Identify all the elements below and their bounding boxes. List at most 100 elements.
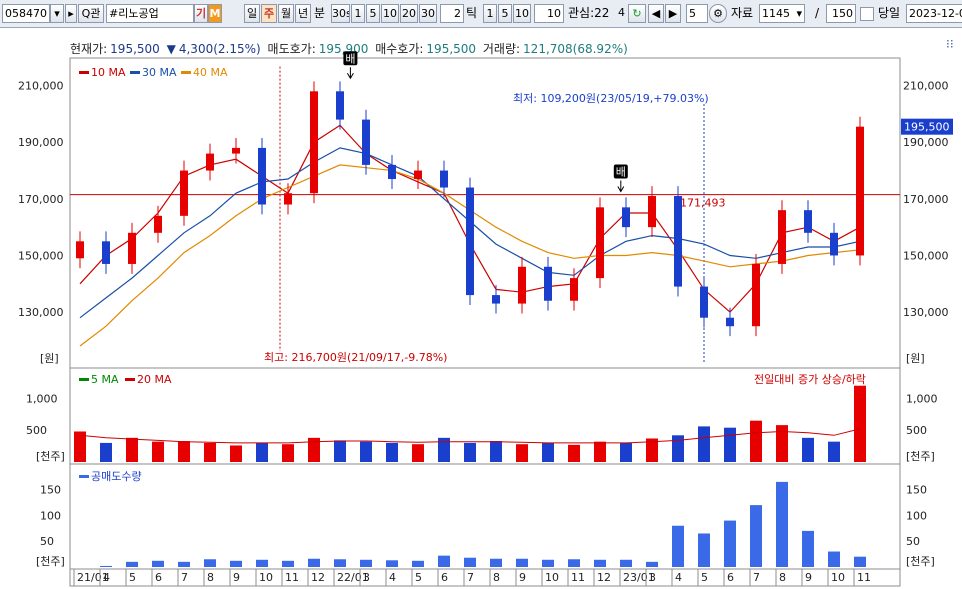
x-axis-label: 7 (753, 571, 760, 584)
volume-bar (360, 441, 372, 462)
sell-signal-text: 배 (345, 52, 355, 65)
candle-body (830, 232, 838, 256)
sell-signal-badge (343, 51, 358, 66)
ma20-swatch (125, 378, 135, 381)
step-input[interactable]: 5 (686, 4, 708, 23)
volume-label: 거래량: (482, 42, 521, 56)
volume-bar (776, 425, 788, 462)
min-30-button[interactable]: 30 (419, 4, 437, 23)
ma10-swatch (79, 71, 89, 74)
x-axis-label: 8 (493, 571, 500, 584)
volume-bar (412, 444, 424, 462)
chevron-down-icon: ▾ (54, 7, 60, 20)
data-total-input[interactable]: 150 (826, 4, 856, 23)
candle-body (648, 196, 656, 228)
ma20-volume-line (79, 428, 861, 444)
stock-chart[interactable]: 210,000 190,000 170,000 150,000 130,000 210,… (0, 28, 962, 589)
period-week-button[interactable]: 주 (261, 4, 277, 23)
candle-body (674, 196, 682, 287)
candle-body (154, 215, 162, 233)
short-tick-left: 100 (40, 509, 61, 522)
x-axis-label: 9 (519, 571, 526, 584)
x-axis-label: 5 (415, 571, 422, 584)
volume-bar (178, 441, 190, 462)
ask-label: 매도호가: (267, 42, 316, 56)
short-volume-bar (464, 557, 476, 567)
x-axis-label: 10 (545, 571, 559, 584)
short-volume-bar (568, 559, 580, 567)
tick-10-button[interactable]: 10 (513, 4, 531, 23)
min-1-button[interactable]: 1 (351, 4, 365, 23)
ma20-legend: 20 MA (137, 373, 172, 386)
data-count-select[interactable]: 1145 ▾ (759, 4, 805, 23)
arrow-down-icon (617, 180, 625, 193)
short-volume-bar (724, 520, 736, 567)
min-20-button[interactable]: 20 (400, 4, 418, 23)
triangle-left-icon: ◀ (651, 7, 661, 20)
m-button[interactable]: M (208, 4, 222, 23)
next-stock-button[interactable]: ▸ (65, 4, 77, 23)
volume-bar (828, 441, 840, 462)
current-price-tag-text: 195,500 (904, 121, 950, 134)
tick-count-input[interactable]: 10 (534, 4, 564, 23)
price-tick-left: 150,000 (18, 249, 64, 262)
stock-name-field[interactable]: #리노공업 (106, 4, 194, 23)
short-volume-bar (542, 559, 554, 567)
price-tick-right: 170,000 (903, 193, 949, 206)
short-legend: 공매도수량 (79, 470, 142, 483)
x-axis-label: 12 (597, 571, 611, 584)
price-legend: 10 MA 30 MA 40 MA (79, 66, 228, 79)
search-button[interactable]: Q관 (78, 4, 104, 23)
ma5-legend: 5 MA (91, 373, 119, 386)
volume-bar (542, 442, 554, 462)
x-axis-label: 5 (701, 571, 708, 584)
today-checkbox[interactable] (860, 7, 874, 21)
candle-body (622, 207, 630, 228)
short-volume-bar (854, 556, 866, 567)
period-year-button[interactable]: 년 (295, 4, 311, 23)
short-tick-right: 50 (906, 535, 920, 548)
min-5-button[interactable]: 5 (366, 4, 380, 23)
short-tick-right: 100 (906, 509, 927, 522)
tick-5-button[interactable]: 5 (498, 4, 512, 23)
low-annotation: 최저: 109,200원(23/05/19,+79.03%) (513, 92, 709, 105)
short-volume-bar (360, 559, 372, 567)
bid-value: 195,500 (426, 42, 477, 56)
next-button[interactable]: ▶ (665, 4, 681, 23)
short-volume-bar (126, 561, 138, 567)
tick-value-input[interactable]: 2 (440, 4, 464, 23)
x-axis-label: 9 (805, 571, 812, 584)
candle-body (700, 286, 708, 318)
min-10-button[interactable]: 10 (381, 4, 399, 23)
code-dropdown-button[interactable]: ▾ (50, 4, 64, 23)
period-month-button[interactable]: 월 (278, 4, 294, 23)
prev-button[interactable]: ◀ (648, 4, 664, 23)
x-axis-label: 4 (389, 571, 396, 584)
min-30s-button[interactable]: 30s (331, 4, 350, 23)
x-axis-label: 10 (259, 571, 273, 584)
x-axis-label: 12 (311, 571, 325, 584)
x-axis-label: 6 (155, 571, 162, 584)
short-volume-bar (828, 551, 840, 567)
volume-tick-right: 1,000 (906, 392, 938, 405)
period-day-button[interactable]: 일 (244, 4, 260, 23)
short-volume-bar (412, 560, 424, 567)
volume-bar (724, 427, 736, 462)
date-input[interactable]: 2023-12-0 (906, 4, 962, 23)
gi-button[interactable]: 기 (194, 4, 208, 23)
grid-menu-icon[interactable]: ⁝⁝ (946, 37, 954, 51)
volume-bar (594, 441, 606, 462)
chevron-down-icon: ▾ (796, 7, 802, 20)
candle-body (232, 147, 240, 154)
short-volume-bar (594, 559, 606, 567)
volume-bar (308, 437, 320, 462)
stock-code-input[interactable]: 058470 (2, 4, 50, 23)
candle-body (596, 207, 604, 279)
volume-bar (230, 445, 242, 462)
refresh-button[interactable]: ↻ (628, 4, 646, 23)
short-volume-bar (776, 481, 788, 567)
tick-1-button[interactable]: 1 (483, 4, 497, 23)
arrow-down-icon (346, 67, 354, 80)
settings-button[interactable]: ⚙ (709, 4, 727, 23)
x-axis-pane (69, 568, 901, 587)
